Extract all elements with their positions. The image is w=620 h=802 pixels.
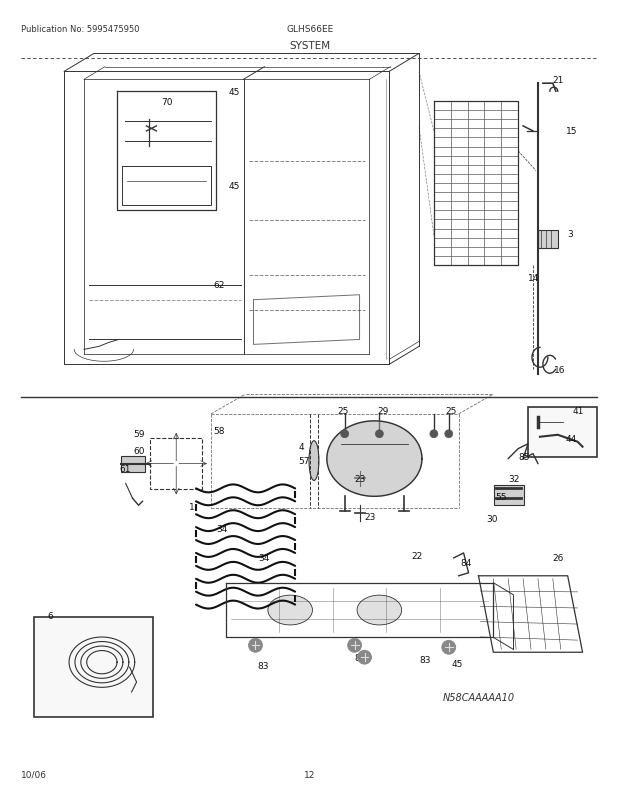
- Text: 45: 45: [229, 87, 240, 96]
- Text: 26: 26: [553, 553, 564, 563]
- Text: 44: 44: [565, 435, 577, 444]
- Text: 4: 4: [298, 443, 304, 452]
- Text: N58CAAAAA10: N58CAAAAA10: [443, 692, 515, 702]
- Text: 61: 61: [120, 464, 131, 473]
- Bar: [121, 456, 146, 472]
- Text: 60: 60: [133, 447, 145, 456]
- Bar: [494, 486, 524, 505]
- Text: 3: 3: [568, 229, 574, 238]
- Text: 58: 58: [213, 427, 224, 435]
- Text: 57: 57: [298, 456, 309, 465]
- Text: 83: 83: [257, 661, 269, 670]
- Bar: [538, 231, 558, 249]
- Text: 85: 85: [518, 452, 529, 461]
- Ellipse shape: [268, 595, 312, 625]
- Circle shape: [442, 641, 456, 654]
- Text: 25: 25: [338, 407, 349, 416]
- Text: 15: 15: [565, 128, 577, 136]
- Text: 10/06: 10/06: [20, 770, 46, 779]
- Text: 6: 6: [47, 611, 53, 620]
- Text: 32: 32: [508, 474, 520, 484]
- Text: 34: 34: [216, 524, 227, 533]
- Text: 84: 84: [461, 559, 472, 568]
- Bar: [35, 618, 153, 717]
- Text: 23: 23: [355, 474, 366, 484]
- Text: 41: 41: [573, 407, 584, 416]
- Text: 23: 23: [365, 512, 376, 521]
- Text: 1: 1: [189, 502, 195, 511]
- Text: 21: 21: [553, 75, 564, 85]
- Text: 83: 83: [419, 655, 430, 664]
- Text: SYSTEM: SYSTEM: [290, 40, 330, 51]
- Ellipse shape: [309, 441, 319, 481]
- Bar: [151, 438, 202, 490]
- Text: GLHS66EE: GLHS66EE: [286, 25, 334, 34]
- Text: 14: 14: [528, 274, 539, 283]
- Circle shape: [249, 638, 262, 653]
- Text: 55: 55: [495, 492, 507, 501]
- Text: 29: 29: [378, 407, 389, 416]
- Text: 25: 25: [446, 407, 457, 416]
- Text: Publication No: 5995475950: Publication No: 5995475950: [20, 25, 139, 34]
- Circle shape: [375, 430, 383, 438]
- Ellipse shape: [357, 595, 402, 625]
- Circle shape: [445, 430, 453, 438]
- Circle shape: [358, 650, 371, 664]
- Polygon shape: [327, 421, 422, 496]
- Text: 16: 16: [554, 365, 565, 375]
- Text: 12: 12: [304, 770, 316, 779]
- Text: 62: 62: [213, 281, 224, 290]
- Text: 30: 30: [487, 514, 498, 523]
- Text: 82: 82: [355, 653, 366, 662]
- Text: 45: 45: [452, 659, 463, 668]
- Text: 59: 59: [133, 430, 145, 439]
- Text: 45: 45: [229, 182, 240, 191]
- Text: 70: 70: [161, 98, 173, 107]
- Circle shape: [341, 430, 348, 438]
- Text: 22: 22: [411, 552, 422, 561]
- Bar: [528, 407, 598, 457]
- Text: 34: 34: [259, 553, 270, 563]
- Circle shape: [348, 638, 361, 653]
- Circle shape: [430, 430, 438, 438]
